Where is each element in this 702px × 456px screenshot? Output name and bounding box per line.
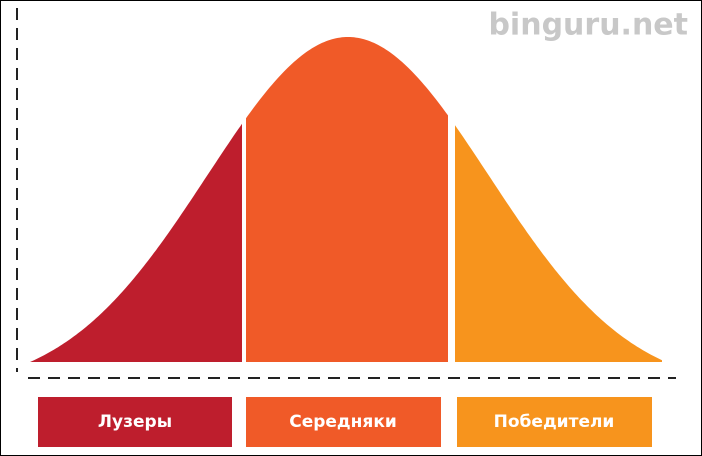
bell-segment <box>30 123 242 362</box>
segment-label: Победители <box>494 412 615 432</box>
segment-label: Середняки <box>289 412 397 432</box>
label-box <box>457 397 652 447</box>
watermark: binguru.net <box>488 8 688 43</box>
bell-segment <box>246 37 448 362</box>
label-box <box>38 397 232 447</box>
bell-segment <box>455 125 662 362</box>
label-box <box>246 397 441 447</box>
segment-label: Лузеры <box>98 412 172 432</box>
